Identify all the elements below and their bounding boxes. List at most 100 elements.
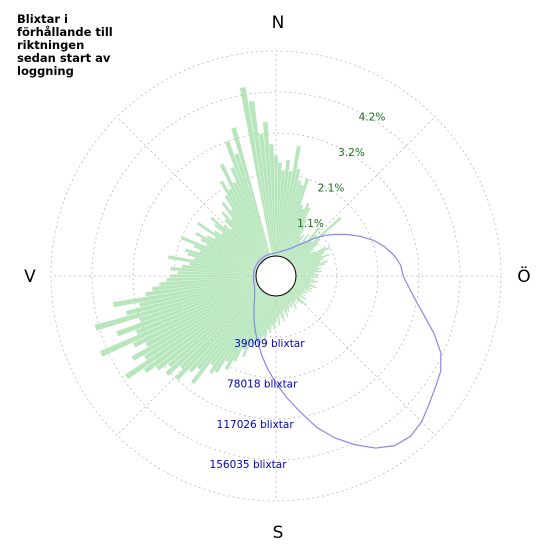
percent-bar	[291, 238, 321, 264]
percent-bar	[190, 291, 264, 385]
polar-grid	[50, 50, 502, 502]
percent-bar	[274, 155, 278, 256]
percent-bar	[195, 232, 259, 267]
grid-spoke	[116, 289, 263, 436]
percent-bar	[279, 295, 284, 311]
count-line-layer	[252, 233, 442, 449]
count-ring-label: 117026 blixtar	[217, 419, 295, 431]
percent-bar	[94, 281, 257, 331]
percent-bar	[279, 295, 285, 322]
percent-bar	[139, 281, 258, 323]
percent-bar	[295, 278, 319, 283]
percent-bar	[295, 267, 322, 273]
percent-bar	[291, 248, 314, 265]
percent-bar	[269, 144, 276, 257]
direction-label-south: S	[273, 523, 284, 543]
percent-bar	[294, 283, 312, 293]
grid-spoke	[116, 116, 263, 263]
percent-bar	[221, 201, 265, 261]
count-line	[252, 233, 442, 449]
percent-bar	[286, 292, 296, 306]
percent-bar	[200, 238, 259, 268]
chart-title: Blixtar i förhållande till riktningen se…	[17, 12, 113, 78]
percent-bar	[277, 159, 291, 257]
percent-bar	[287, 241, 302, 261]
percent-bar	[177, 271, 257, 276]
percent-bar	[282, 294, 290, 313]
percent-bar	[284, 293, 292, 308]
percent-bar	[292, 251, 312, 266]
percent-bar	[286, 292, 297, 310]
percent-bar	[125, 280, 257, 316]
percent-bar	[276, 295, 279, 319]
percent-ring-label: 2.1%	[318, 183, 345, 195]
percent-bar	[295, 273, 319, 276]
grid-ring	[91, 91, 461, 461]
percent-bar	[206, 244, 258, 269]
count-ring-label: 156035 blixtar	[210, 459, 288, 471]
percent-bar	[286, 236, 302, 260]
percent-bar	[293, 246, 331, 267]
percent-bar	[294, 282, 313, 290]
percent-bar	[221, 233, 261, 264]
percent-bar	[239, 86, 273, 257]
percent-bar	[283, 294, 290, 305]
percent-bar	[294, 281, 310, 288]
percent-bar	[293, 246, 327, 267]
percent-bar	[242, 294, 269, 350]
percent-bar	[277, 295, 281, 315]
percent-bar	[258, 133, 275, 257]
direction-label-east: Ö	[517, 265, 530, 287]
percent-bar	[196, 221, 260, 266]
percent-bar	[273, 295, 276, 330]
percent-bar	[209, 292, 266, 374]
percent-bar	[295, 277, 311, 279]
percent-bar	[210, 216, 262, 263]
percent-bar	[290, 289, 307, 306]
percent-bar	[293, 285, 308, 293]
percent-bar	[231, 127, 271, 257]
grid-ring	[132, 132, 420, 420]
percent-bar	[145, 278, 257, 297]
percent-bar	[280, 295, 286, 314]
percent-bar	[285, 293, 293, 304]
percent-bar	[283, 294, 290, 309]
percent-bar	[294, 261, 321, 271]
percent-bar	[230, 209, 266, 260]
percent-bar	[289, 234, 317, 262]
percent-bar	[262, 295, 273, 336]
percent-bar	[263, 295, 273, 340]
percent-bar	[289, 290, 304, 305]
percent-bar	[257, 295, 271, 339]
percent-bar	[184, 248, 257, 271]
percent-bar	[289, 290, 300, 303]
percent-bar	[291, 287, 302, 295]
percent-bar	[291, 288, 307, 301]
percent-bar	[228, 188, 267, 259]
percent-bar	[293, 285, 307, 294]
percent-bar	[224, 195, 266, 260]
percent-bar	[276, 162, 282, 257]
percent-bar	[286, 234, 305, 260]
percent-ring-label: 4.2%	[359, 112, 386, 124]
percent-bar	[295, 280, 314, 286]
percent-bar	[262, 122, 275, 257]
percent-bar	[187, 252, 257, 272]
percent-bar	[181, 264, 257, 275]
percent-bar	[166, 276, 257, 282]
percent-bar	[279, 168, 301, 257]
grid-ring	[50, 50, 502, 502]
percent-bar	[295, 281, 317, 289]
percent-bar	[278, 295, 283, 319]
percent-bar	[175, 290, 263, 381]
percent-bar	[277, 295, 281, 326]
percent-bars	[94, 86, 342, 385]
percent-bar	[233, 182, 269, 258]
percent-bar	[179, 289, 262, 370]
percent-bar	[294, 283, 309, 290]
percent-bar	[225, 293, 267, 362]
percent-bar	[219, 163, 268, 259]
grid-spoke	[289, 116, 436, 263]
percent-bar	[269, 295, 275, 334]
